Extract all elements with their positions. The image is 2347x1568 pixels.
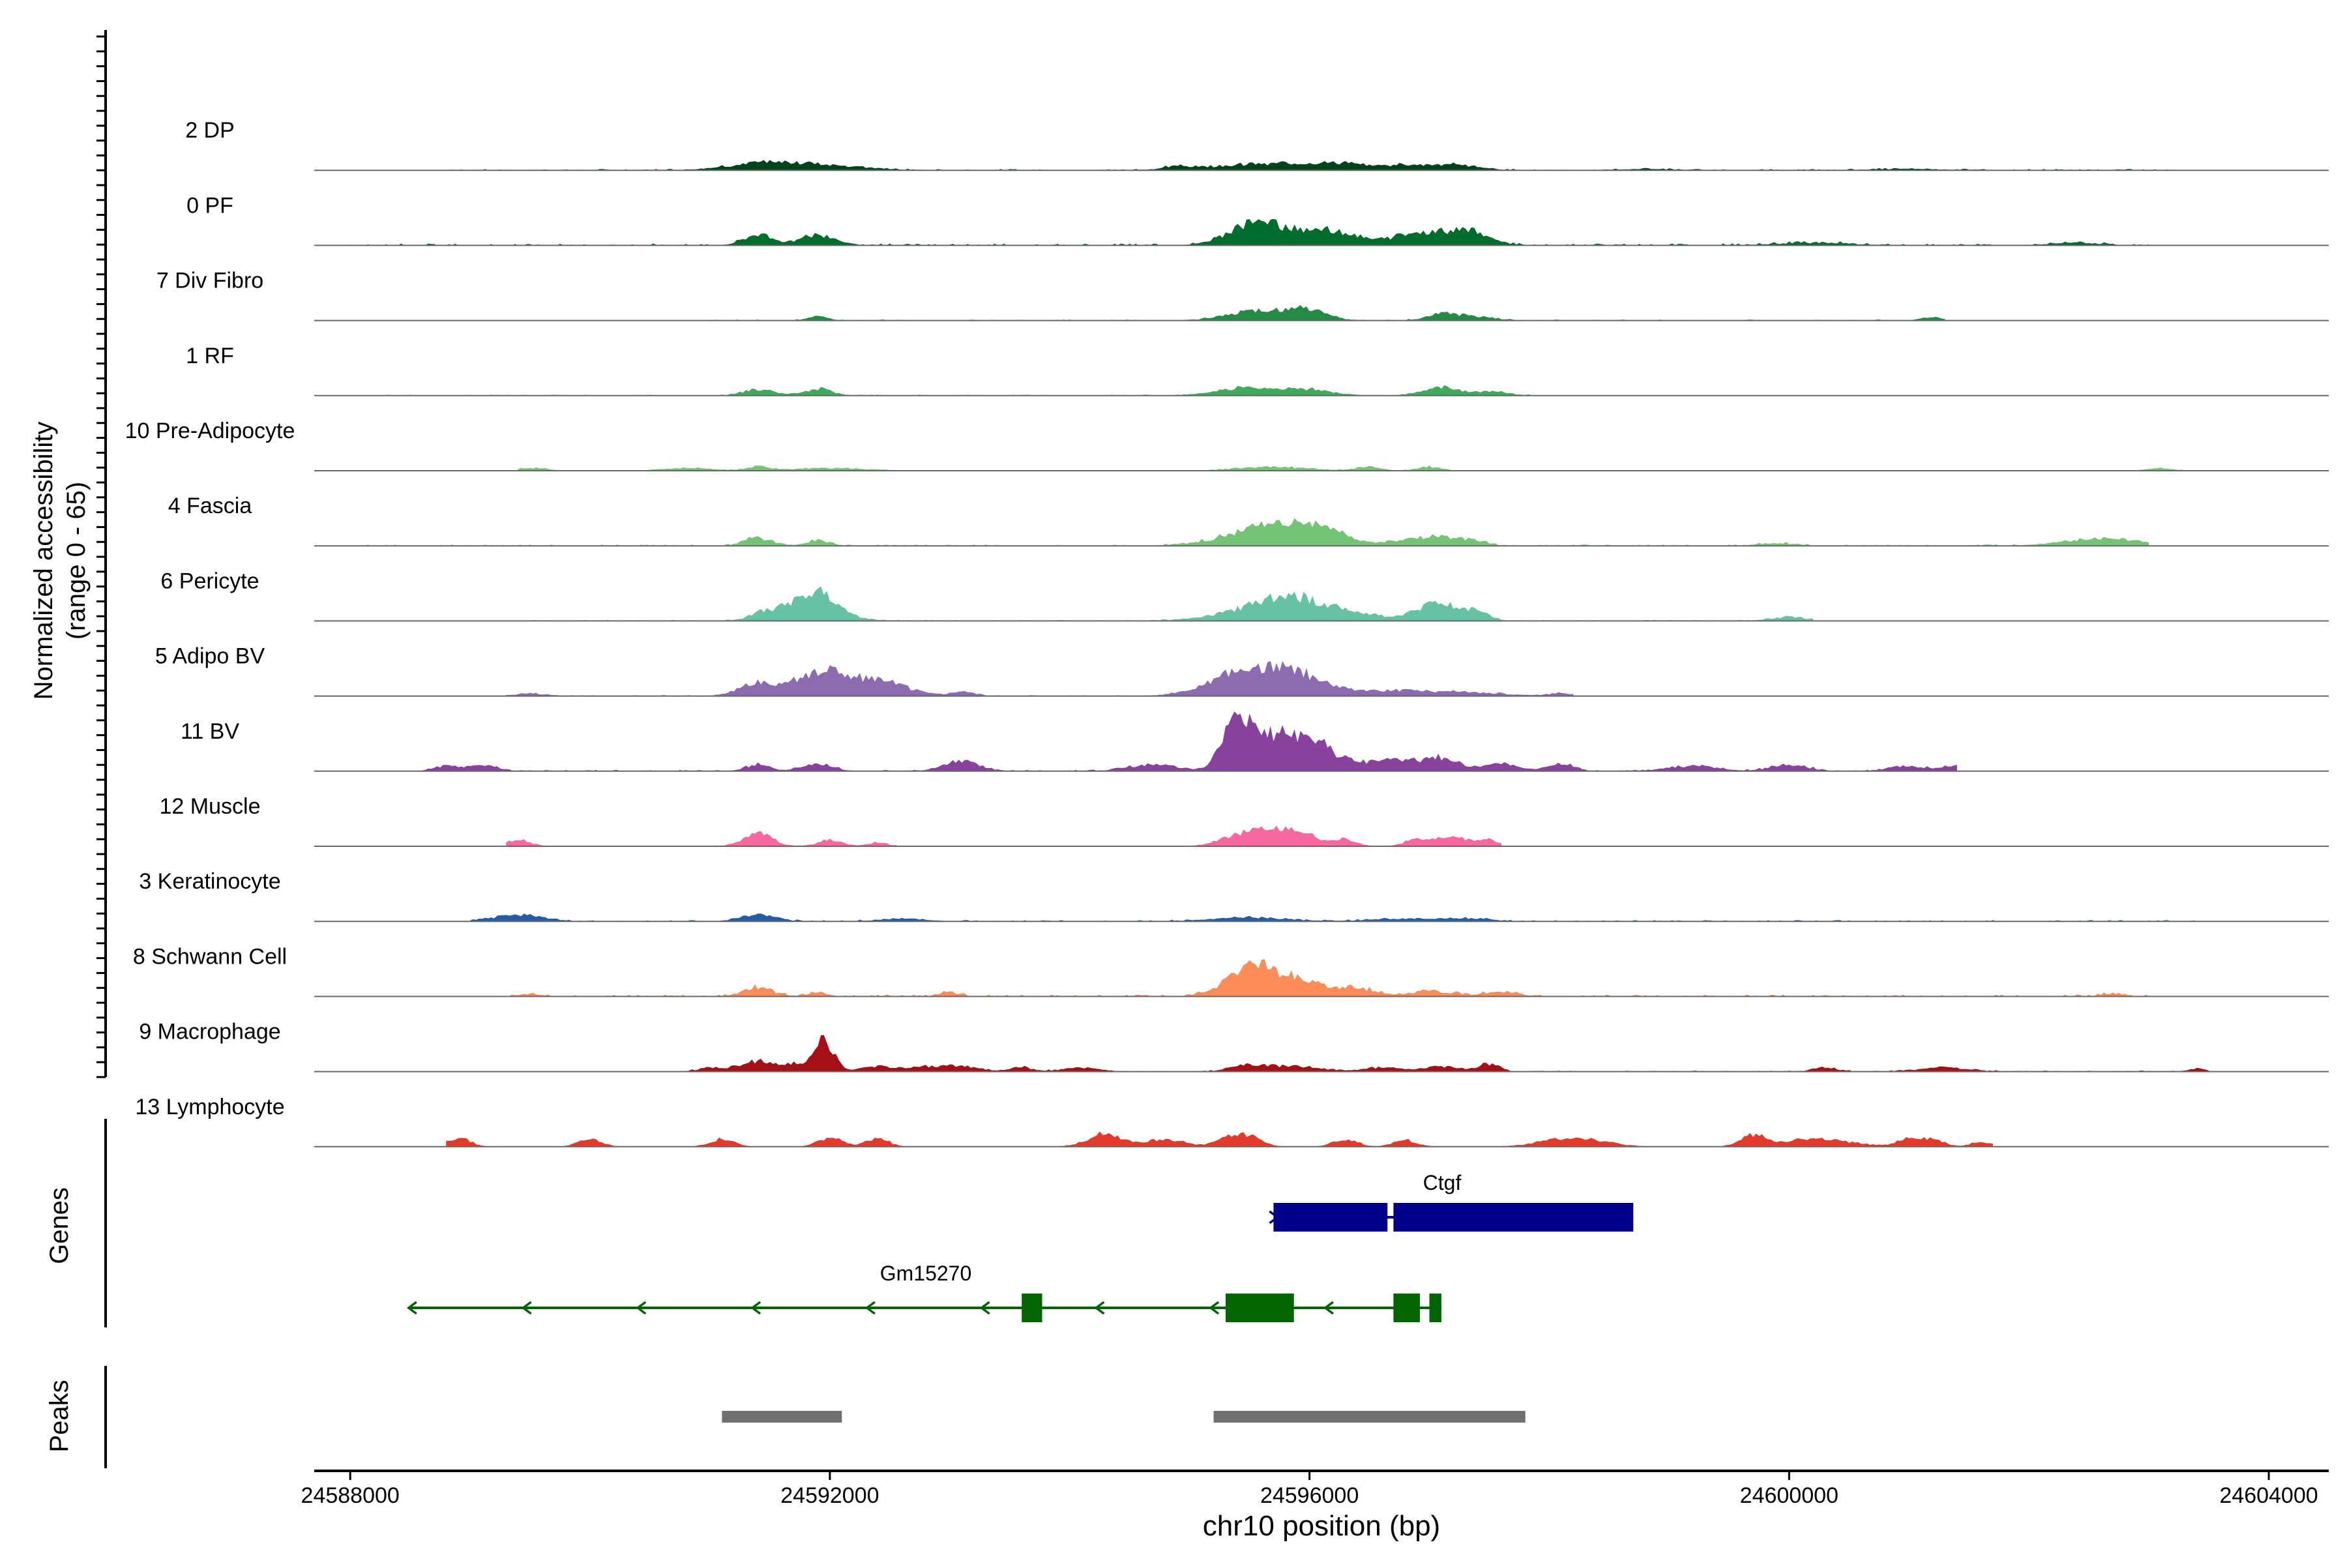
strand-arrow [406,1301,417,1315]
track-label: 9 Macrophage [139,1020,280,1044]
track-7-div-fibro: 7 Div Fibro [156,269,2329,321]
genes-panel: Genes Ctgf Gm15270 [45,1119,1634,1327]
coverage-tracks: 2 DP 0 PF 7 Div Fibro 1 RF 10 Pre-Adipocyte 4… [125,118,2329,1147]
track-1-rf: 1 RF [186,344,2329,396]
track-label: 2 DP [185,118,235,143]
track-2-dp: 2 DP [185,118,2329,171]
gene-gm15270: Gm15270 [406,1262,1441,1322]
y-axis-title-line2: (range 0 - 65) [62,482,91,640]
x-tick-label: 24600000 [1740,1483,1838,1508]
x-tick-label: 24596000 [1260,1483,1359,1508]
coverage-area [506,660,1574,696]
x-tick-label: 24604000 [2219,1483,2318,1508]
track-11-bv: 11 BV [181,711,2329,772]
gene-exon [1351,1203,1388,1232]
gene-exon [1393,1203,1634,1232]
track-8-schwann-cell: 8 Schwann Cell [133,944,2329,998]
track-label: 6 Pericyte [160,569,259,593]
track-label: 13 Lymphocyte [135,1095,284,1119]
strand-arrow [636,1301,647,1315]
track-4-fascia: 4 Fascia [168,494,2329,547]
y-axis-title: Normalized accessibility (range 0 - 65) [29,422,91,700]
peaks-panel: Peaks [45,1366,1526,1468]
strand-arrow [1094,1301,1105,1315]
track-9-macrophage: 9 Macrophage [139,1020,2329,1072]
coverage-area [386,385,1550,396]
coverage-area [434,160,2185,171]
gene-exon [1273,1203,1351,1232]
track-label: 12 Muscle [160,794,261,819]
gene-ctgf: Ctgf [1269,1171,1634,1232]
track-10-pre-adipocyte: 10 Pre-Adipocyte [125,419,2329,471]
track-label: 0 PF [186,193,233,218]
track-label: 7 Div Fibro [156,269,263,293]
track-6-pericyte: 6 Pericyte [160,569,2329,622]
gene-exon [1022,1294,1042,1322]
x-axis-title: chr10 position (bp) [1203,1510,1440,1542]
coverage-area [530,586,1814,621]
strand-arrow [864,1301,876,1315]
track-5-adipo-bv: 5 Adipo BV [155,644,2329,697]
track-label: 8 Schwann Cell [133,944,287,969]
coverage-area [446,1131,1993,1147]
peak-region [1213,1411,1526,1423]
coverage-area [350,218,2149,246]
strand-arrow [750,1301,761,1315]
track-label: 1 RF [186,344,234,368]
coverage-area [686,1035,2209,1072]
track-label: 11 BV [181,719,239,744]
coverage-y-axis [96,30,107,1078]
y-axis-title-line1: Normalized accessibility [29,422,58,700]
x-axis: 24588000 24592000 24596000 24600000 24604000… [301,1470,2329,1542]
track-13-lymphocyte: 13 Lymphocyte [135,1095,2329,1147]
track-label: 5 Adipo BV [155,644,265,669]
peak-region [722,1411,842,1423]
track-label: 10 Pre-Adipocyte [125,419,295,443]
coverage-area [470,913,2209,922]
track-12-muscle: 12 Muscle [160,794,2329,847]
x-tick-label: 24588000 [301,1483,400,1508]
coverage-area [518,465,2209,471]
gene-label: Gm15270 [880,1262,972,1285]
genes-panel-label: Genes [45,1187,74,1264]
gene-exon [1225,1294,1294,1322]
track-0-pf: 0 PF [186,193,2329,246]
track-label: 4 Fascia [168,494,252,518]
gene-exon [1393,1294,1420,1322]
coverage-area [506,959,2149,997]
strand-arrow [1323,1301,1334,1315]
track-label: 3 Keratinocyte [139,869,280,894]
x-tick-label: 24592000 [780,1483,879,1508]
strand-arrow [521,1301,532,1315]
coverage-area [350,518,2149,546]
peaks-panel-label: Peaks [45,1380,74,1452]
coverage-area [506,825,1501,846]
track-3-keratinocyte: 3 Keratinocyte [139,869,2329,923]
coverage-area [710,304,1945,321]
strand-arrow [1209,1301,1220,1315]
strand-arrow [979,1301,990,1315]
gene-exon [1429,1294,1441,1322]
gene-label: Ctgf [1423,1171,1462,1194]
coverage-area [410,711,1957,771]
